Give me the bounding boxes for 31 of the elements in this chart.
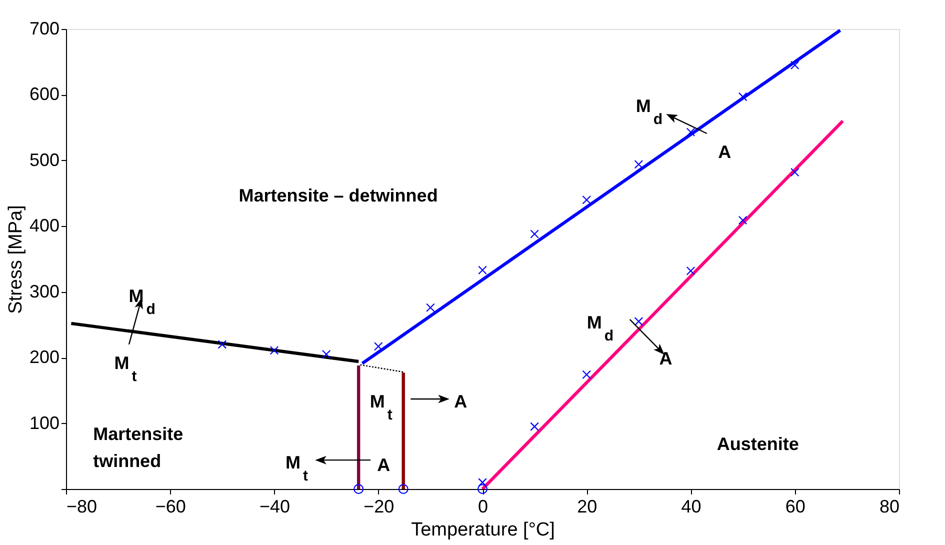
y-tick-label: 500 (29, 150, 60, 170)
x-tick-label: −20 (364, 496, 394, 516)
x-tick-label: −60 (155, 496, 186, 516)
annotation: Martensite (93, 424, 184, 444)
x-tick-label: 60 (785, 496, 806, 516)
y-axis-title: Stress [MPa] (5, 205, 26, 314)
annotation: A (718, 142, 732, 162)
y-tick-label: 200 (29, 347, 60, 368)
annotation: Mt (285, 452, 308, 484)
x-tick-label: 0 (478, 496, 488, 516)
x-axis-title: Temperature [°C] (411, 520, 555, 540)
annotation: Md (636, 96, 663, 128)
y-tick-label: 300 (29, 281, 60, 302)
y-tick-label: 700 (29, 18, 60, 38)
x-tick-label: 40 (681, 496, 702, 516)
annotation: twinned (93, 451, 162, 472)
annotation: A (659, 348, 672, 369)
annotation: A (377, 455, 390, 475)
x-tick-label: 20 (577, 496, 598, 516)
y-tick-label: 600 (29, 84, 60, 104)
annotation: Mt (114, 353, 137, 386)
annotation: Martensite – detwinned (238, 186, 438, 206)
y-tick-label: 400 (29, 216, 60, 236)
y-tick-label: 100 (29, 412, 60, 433)
annotation: Mt (370, 391, 392, 424)
x-tick-label: −40 (259, 496, 290, 516)
annotation: Austenite (716, 434, 799, 454)
annotation: A (454, 391, 468, 412)
x-tick-label: 80 (879, 496, 900, 516)
annotation: Md (586, 312, 614, 344)
x-tick-label: −80 (66, 496, 98, 516)
